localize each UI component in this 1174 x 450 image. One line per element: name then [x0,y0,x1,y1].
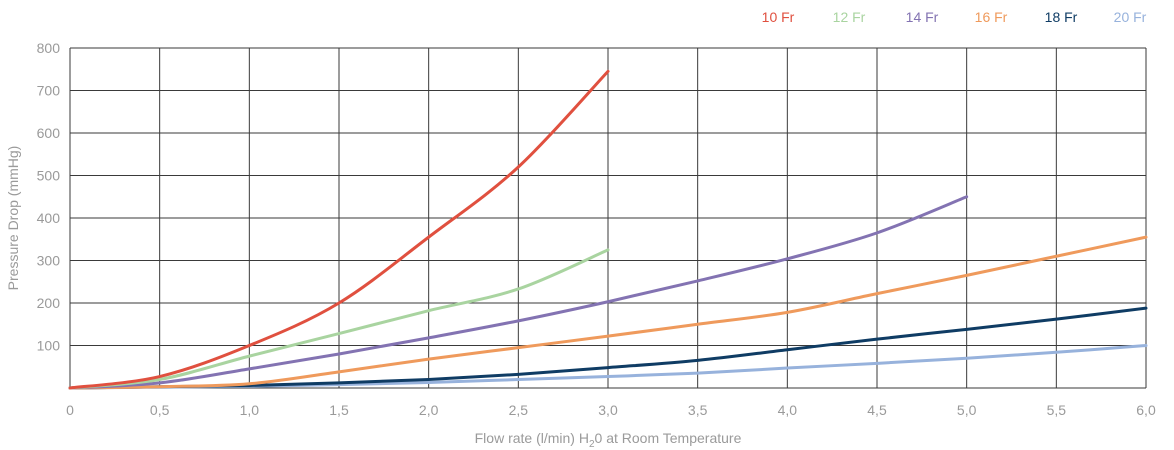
series-line-16fr [68,235,1148,390]
x-tick-label: 1,5 [329,402,349,418]
x-axis-label: Flow rate (l/min) H20 at Room Temperatur… [475,430,742,450]
x-axis-label-main: Flow rate (l/min) H [475,430,589,446]
x-tick-label: 4,5 [867,402,887,418]
legend-entry-10fr: 10 Fr [762,9,795,25]
legend-entry-20fr: 20 Fr [1114,9,1147,25]
x-tick-label: 3,0 [598,402,618,418]
legend-entry-14fr: 14 Fr [906,9,939,25]
x-tick-label: 2,5 [509,402,529,418]
y-tick-labels: 100 200 300 400 500 600 700 800 [37,40,61,354]
series-lines [68,69,1148,390]
x-tick-label: 5,0 [957,402,977,418]
x-axis-label-rest: 0 at Room Temperature [595,430,742,446]
x-tick-label: 6,0 [1136,402,1156,418]
x-tick-label: 0 [66,402,74,418]
y-tick-label: 100 [37,338,61,354]
y-tick-label: 400 [37,210,61,226]
legend-entry-12fr: 12 Fr [833,9,866,25]
x-tick-labels: 0 0,5 1,0 1,5 2,0 2,5 3,0 3,5 4,0 4,5 5,0 5,5 6,0 [66,402,1156,418]
x-tick-label: 1,0 [240,402,260,418]
y-axis-label: Pressure Drop (mmHg) [5,146,21,291]
y-tick-label: 600 [37,125,61,141]
legend: 10 Fr 12 Fr 14 Fr 16 Fr 18 Fr 20 Fr [762,9,1147,25]
x-axis-label-subscript: 2 [589,439,595,450]
y-tick-label: 800 [37,40,61,56]
series-line-10fr [68,69,610,390]
y-tick-label: 700 [37,83,61,99]
legend-entry-18fr: 18 Fr [1045,9,1078,25]
x-tick-label: 0,5 [150,402,170,418]
x-tick-label: 5,5 [1047,402,1067,418]
grid [69,47,1147,389]
series-line-14fr [68,195,969,390]
y-tick-label: 500 [37,168,61,184]
x-tick-label: 2,0 [419,402,439,418]
series-line-12fr [68,248,610,390]
legend-entry-16fr: 16 Fr [975,9,1008,25]
series-line-18fr [68,306,1148,390]
x-tick-label: 4,0 [778,402,798,418]
y-tick-label: 300 [37,253,61,269]
x-tick-label: 3,5 [688,402,708,418]
y-tick-label: 200 [37,295,61,311]
